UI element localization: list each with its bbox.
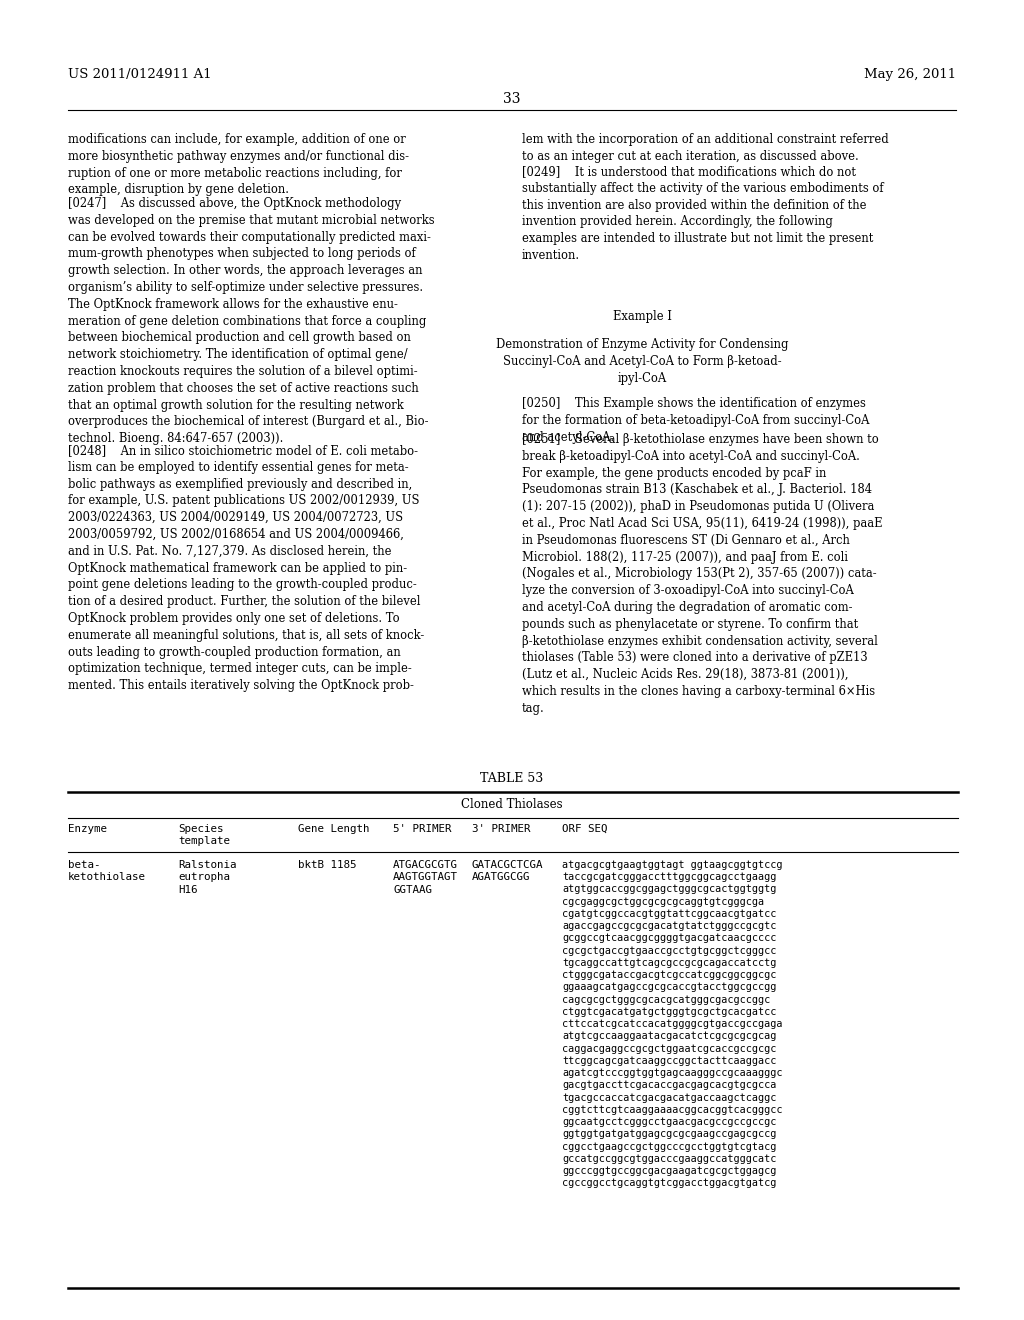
Text: [0248]    An in silico stoichiometric model of E. coli metabo-
lism can be emplo: [0248] An in silico stoichiometric model… (68, 444, 424, 692)
Text: Ralstonia
eutropha
H16: Ralstonia eutropha H16 (178, 861, 237, 895)
Text: GATACGCTCGA
AGATGGCGG: GATACGCTCGA AGATGGCGG (472, 861, 544, 882)
Text: lem with the incorporation of an additional constraint referred
to as an integer: lem with the incorporation of an additio… (522, 133, 889, 162)
Text: [0249]    It is understood that modifications which do not
substantially affect : [0249] It is understood that modificatio… (522, 165, 884, 261)
Text: Species
template: Species template (178, 824, 230, 846)
Text: 3' PRIMER: 3' PRIMER (472, 824, 530, 834)
Text: ORF SEQ: ORF SEQ (562, 824, 607, 834)
Text: [0247]    As discussed above, the OptKnock methodology
was developed on the prem: [0247] As discussed above, the OptKnock … (68, 197, 434, 445)
Text: US 2011/0124911 A1: US 2011/0124911 A1 (68, 69, 212, 81)
Text: [0251]    Several β-ketothiolase enzymes have been shown to
break β-ketoadipyl-C: [0251] Several β-ketothiolase enzymes ha… (522, 433, 883, 715)
Text: modifications can include, for example, addition of one or
more biosynthetic pat: modifications can include, for example, … (68, 133, 409, 197)
Text: Example I: Example I (612, 310, 672, 323)
Text: ATGACGCGTG
AAGTGGTAGT
GGTAAG: ATGACGCGTG AAGTGGTAGT GGTAAG (393, 861, 458, 895)
Text: beta-
ketothiolase: beta- ketothiolase (68, 861, 146, 882)
Text: May 26, 2011: May 26, 2011 (864, 69, 956, 81)
Text: bktB 1185: bktB 1185 (298, 861, 356, 870)
Text: atgacgcgtgaagtggtagt ggtaagcggtgtccg
taccgcgatcgggacctttggcggcagcctgaagg
atgtggc: atgacgcgtgaagtggtagt ggtaagcggtgtccg tac… (562, 861, 782, 1188)
Text: Enzyme: Enzyme (68, 824, 106, 834)
Text: [0250]    This Example shows the identification of enzymes
for the formation of : [0250] This Example shows the identifica… (522, 397, 869, 444)
Text: Gene Length: Gene Length (298, 824, 370, 834)
Text: 5' PRIMER: 5' PRIMER (393, 824, 452, 834)
Text: TABLE 53: TABLE 53 (480, 772, 544, 785)
Text: 33: 33 (503, 92, 521, 106)
Text: Demonstration of Enzyme Activity for Condensing
Succinyl-CoA and Acetyl-CoA to F: Demonstration of Enzyme Activity for Con… (496, 338, 788, 384)
Text: Cloned Thiolases: Cloned Thiolases (461, 799, 563, 810)
